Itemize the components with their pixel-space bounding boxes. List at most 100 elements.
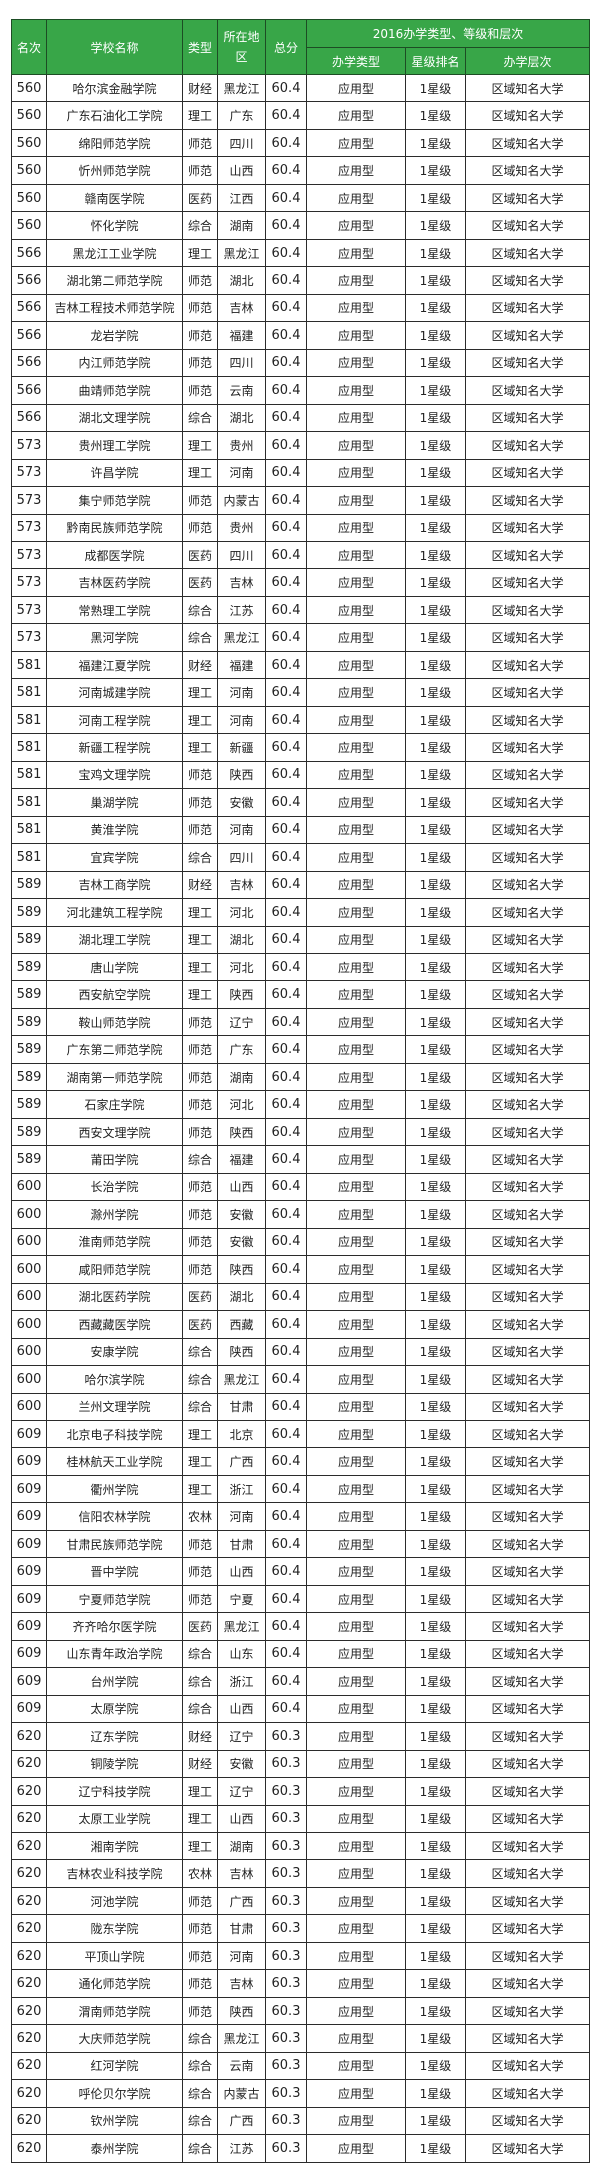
- cell-level: 区域知名大学: [465, 458, 590, 488]
- cell-level: 区域知名大学: [465, 128, 590, 158]
- cell-school: 吉林医药学院: [46, 568, 183, 597]
- cell-score: 60.3: [265, 1969, 307, 1998]
- cell-region: 河南: [217, 705, 266, 735]
- cell-score: 60.4: [265, 1419, 307, 1449]
- cell-star: 1星级: [405, 733, 466, 762]
- cell-score: 60.4: [265, 1035, 307, 1064]
- cell-type: 财经: [182, 1749, 218, 1779]
- cell-rank: 581: [11, 705, 47, 735]
- table-row: 609 宁夏师范学院 师范 宁夏 60.4 应用型 1星级 区域知名大学: [11, 1584, 590, 1614]
- cell-star: 1星级: [405, 458, 466, 488]
- table-row: 620 平顶山学院 师范 河南 60.3 应用型 1星级 区域知名大学: [11, 1941, 590, 1971]
- cell-school-type: 应用型: [306, 1996, 406, 2026]
- cell-type: 医药: [182, 183, 218, 213]
- cell-type: 理工: [182, 1777, 218, 1806]
- cell-school: 晋中学院: [46, 1557, 183, 1586]
- cell-level: 区域知名大学: [465, 1337, 590, 1367]
- cell-type: 理工: [182, 952, 218, 982]
- cell-rank: 609: [11, 1474, 47, 1504]
- table-row: 600 西藏藏医学院 医药 西藏 60.4 应用型 1星级 区域知名大学: [11, 1310, 590, 1339]
- cell-school-type: 应用型: [306, 1337, 406, 1367]
- cell-school-type: 应用型: [306, 1804, 406, 1834]
- cell-score: 60.4: [265, 1392, 307, 1421]
- table-row: 620 呼伦贝尔学院 综合 内蒙古 60.3 应用型 1星级 区域知名大学: [11, 2079, 590, 2108]
- cell-level: 区域知名大学: [465, 1886, 590, 1916]
- cell-type: 师范: [182, 1584, 218, 1614]
- cell-type: 理工: [182, 1474, 218, 1504]
- cell-level: 区域知名大学: [465, 1777, 590, 1806]
- cell-rank: 589: [11, 1117, 47, 1147]
- cell-type: 综合: [182, 843, 218, 872]
- table-row: 620 辽东学院 财经 辽宁 60.3 应用型 1星级 区域知名大学: [11, 1722, 590, 1751]
- cell-school: 泰州学院: [46, 2134, 183, 2163]
- cell-star: 1星级: [405, 760, 466, 790]
- cell-type: 理工: [182, 898, 218, 927]
- table-row: 589 莆田学院 综合 福建 60.4 应用型 1星级 区域知名大学: [11, 1145, 590, 1174]
- cell-school-type: 应用型: [306, 293, 406, 323]
- cell-level: 区域知名大学: [465, 1941, 590, 1971]
- cell-type: 综合: [182, 2079, 218, 2108]
- cell-rank: 573: [11, 458, 47, 488]
- cell-type: 师范: [182, 1090, 218, 1119]
- cell-score: 60.3: [265, 2134, 307, 2163]
- cell-school: 西藏藏医学院: [46, 1310, 183, 1339]
- cell-school: 哈尔滨学院: [46, 1365, 183, 1394]
- cell-school-type: 应用型: [306, 1419, 406, 1449]
- cell-region: 甘肃: [217, 1914, 266, 1943]
- cell-level: 区域知名大学: [465, 183, 590, 213]
- cell-score: 60.4: [265, 1529, 307, 1559]
- cell-region: 黑龙江: [217, 623, 266, 652]
- table-row: 566 龙岩学院 师范 福建 60.4 应用型 1星级 区域知名大学: [11, 321, 590, 350]
- cell-star: 1星级: [405, 101, 466, 130]
- cell-school-type: 应用型: [306, 1392, 406, 1421]
- cell-level: 区域知名大学: [465, 678, 590, 707]
- cell-score: 60.4: [265, 623, 307, 652]
- cell-school: 龙岩学院: [46, 321, 183, 350]
- cell-school-type: 应用型: [306, 2079, 406, 2108]
- table-row: 566 吉林工程技术师范学院 师范 吉林 60.4 应用型 1星级 区域知名大学: [11, 293, 590, 323]
- cell-region: 浙江: [217, 1667, 266, 1696]
- cell-type: 财经: [182, 1722, 218, 1751]
- cell-region: 吉林: [217, 293, 266, 323]
- cell-school: 常熟理工学院: [46, 595, 183, 625]
- cell-region: 四川: [217, 540, 266, 570]
- table-row: 620 渭南师范学院 师范 陕西 60.3 应用型 1星级 区域知名大学: [11, 1996, 590, 2026]
- cell-school: 山东青年政治学院: [46, 1639, 183, 1669]
- cell-school-type: 应用型: [306, 540, 406, 570]
- cell-level: 区域知名大学: [465, 156, 590, 185]
- cell-star: 1星级: [405, 1694, 466, 1724]
- cell-school: 太原工业学院: [46, 1804, 183, 1834]
- cell-school: 广东石油化工学院: [46, 101, 183, 130]
- cell-score: 60.3: [265, 1831, 307, 1861]
- cell-region: 吉林: [217, 870, 266, 900]
- cell-level: 区域知名大学: [465, 1227, 590, 1257]
- cell-type: 师范: [182, 266, 218, 295]
- cell-type: 综合: [182, 1365, 218, 1394]
- cell-type: 师范: [182, 1117, 218, 1147]
- cell-score: 60.4: [265, 1172, 307, 1202]
- cell-school: 齐齐哈尔医学院: [46, 1612, 183, 1641]
- cell-level: 区域知名大学: [465, 1392, 590, 1421]
- cell-rank: 620: [11, 2079, 47, 2108]
- cell-level: 区域知名大学: [465, 843, 590, 872]
- cell-score: 60.4: [265, 870, 307, 900]
- cell-star: 1星级: [405, 486, 466, 515]
- cell-school-type: 应用型: [306, 1365, 406, 1394]
- table-row: 573 许昌学院 理工 河南 60.4 应用型 1星级 区域知名大学: [11, 458, 590, 488]
- table-row: 566 湖北第二师范学院 师范 湖北 60.4 应用型 1星级 区域知名大学: [11, 266, 590, 295]
- table-row: 566 湖北文理学院 综合 湖北 60.4 应用型 1星级 区域知名大学: [11, 403, 590, 433]
- table-row: 609 甘肃民族师范学院 师范 甘肃 60.4 应用型 1星级 区域知名大学: [11, 1529, 590, 1559]
- cell-school: 河池学院: [46, 1886, 183, 1916]
- table-row: 581 黄淮学院 师范 河南 60.4 应用型 1星级 区域知名大学: [11, 815, 590, 845]
- cell-type: 师范: [182, 128, 218, 158]
- header-star: 星级排名: [405, 47, 466, 75]
- cell-star: 1星级: [405, 1749, 466, 1779]
- cell-type: 理工: [182, 678, 218, 707]
- table-row: 600 咸阳师范学院 师范 陕西 60.4 应用型 1星级 区域知名大学: [11, 1255, 590, 1284]
- cell-score: 60.4: [265, 486, 307, 515]
- cell-type: 财经: [182, 870, 218, 900]
- cell-rank: 620: [11, 1804, 47, 1834]
- cell-level: 区域知名大学: [465, 1310, 590, 1339]
- cell-rank: 620: [11, 1886, 47, 1916]
- cell-type: 师范: [182, 1529, 218, 1559]
